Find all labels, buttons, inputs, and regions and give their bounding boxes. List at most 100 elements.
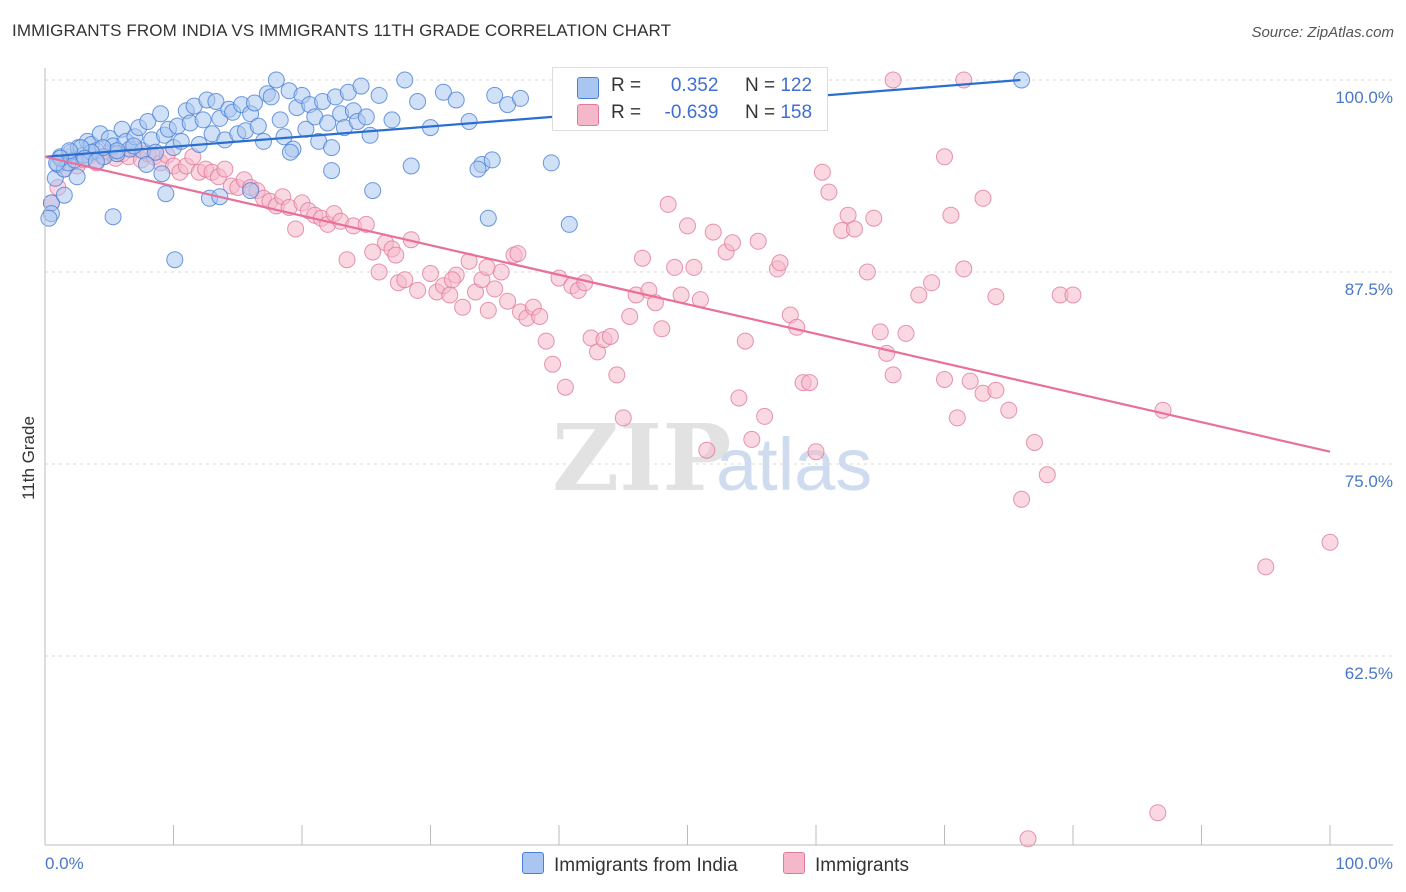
- immigrants-point: [1038, 466, 1056, 484]
- bottom-legend-label-immigrants: Immigrants: [815, 855, 909, 876]
- immigrants-point: [871, 323, 889, 341]
- immigrants-point: [698, 441, 716, 459]
- immigrants-point: [531, 308, 549, 325]
- india-point: [246, 94, 263, 112]
- immigrants-point: [807, 443, 825, 461]
- immigrants-point: [884, 366, 902, 384]
- x-tick-label: 100.0%: [1335, 854, 1393, 873]
- immigrants-point: [422, 265, 439, 282]
- immigrants-point: [884, 71, 902, 89]
- immigrants-point: [601, 328, 619, 345]
- bottom-legend-label-india: Immigrants from India: [554, 855, 738, 876]
- india-point: [271, 111, 289, 129]
- immigrants-point: [443, 271, 461, 289]
- immigrants-point: [1321, 533, 1339, 551]
- india-point: [409, 93, 427, 110]
- india-point: [364, 182, 382, 200]
- india-point: [319, 114, 337, 132]
- immigrants-point: [679, 217, 696, 235]
- immigrants-point: [1149, 804, 1167, 822]
- india-point: [68, 168, 86, 186]
- immigrants-point: [910, 286, 928, 304]
- india-point: [207, 93, 225, 110]
- immigrants-point: [813, 163, 831, 181]
- bottom-legend-immigrants: Immigrants: [783, 852, 909, 877]
- india-point: [194, 111, 212, 129]
- y-axis-title: 11th Grade: [19, 416, 38, 500]
- immigrants-point: [556, 378, 574, 396]
- immigrants-point: [955, 260, 973, 278]
- india-point: [486, 86, 504, 104]
- india-point: [483, 151, 501, 169]
- immigrants-point: [1000, 401, 1018, 419]
- immigrants-point: [478, 258, 496, 276]
- immigrants-point: [387, 246, 405, 264]
- immigrants-point: [858, 263, 876, 281]
- immigrants-point: [441, 286, 459, 304]
- immigrants-point: [634, 249, 651, 267]
- axes: 100.0% 87.5% 75.0% 62.5% 0.0% 100.0%: [44, 68, 1393, 873]
- legend-n-value-blue: 122: [780, 75, 813, 96]
- india-point: [323, 139, 341, 157]
- immigrants-point: [537, 332, 555, 350]
- legend-r-label: R =: [611, 75, 642, 96]
- legend-swatch-blue: [577, 77, 599, 99]
- bottom-legend-india: Immigrants from India: [522, 852, 738, 877]
- immigrants-point: [948, 409, 966, 427]
- immigrants-point: [1013, 490, 1031, 508]
- india-point: [267, 71, 285, 89]
- india-point: [434, 83, 452, 101]
- india-trend-line: [44, 78, 1021, 158]
- immigrants-point: [724, 234, 741, 252]
- india-point: [370, 86, 388, 104]
- bottom-legend-swatch-blue: [522, 852, 544, 874]
- immigrants-point: [659, 195, 677, 213]
- immigrants-point: [544, 355, 562, 373]
- y-tick-label: 75.0%: [1345, 472, 1393, 491]
- india-point: [512, 89, 529, 107]
- immigrants-point: [704, 223, 722, 241]
- immigrants-point: [621, 308, 639, 325]
- grid-lines: [45, 79, 1393, 657]
- immigrants-point: [749, 232, 767, 250]
- legend-n-label: N =: [744, 102, 776, 123]
- immigrants-point: [936, 371, 953, 388]
- immigrants-point: [608, 366, 626, 384]
- india-point: [281, 143, 299, 161]
- immigrants-point: [1019, 830, 1037, 848]
- india-point: [166, 251, 184, 269]
- india-point: [152, 105, 170, 123]
- india-point: [542, 154, 560, 172]
- india-point: [255, 132, 272, 150]
- immigrants-point: [942, 206, 960, 224]
- legend-r-label: R =: [611, 102, 642, 123]
- immigrants-point: [736, 332, 754, 350]
- immigrants-point: [454, 298, 472, 316]
- x-tick-label: 0.0%: [45, 854, 84, 873]
- india-point: [249, 117, 267, 135]
- trend-lines: [44, 78, 1331, 453]
- immigrants-point: [653, 320, 671, 338]
- india-point: [402, 157, 420, 175]
- immigrants-point: [338, 251, 356, 269]
- immigrants-point: [479, 301, 497, 319]
- india-point: [262, 88, 280, 106]
- immigrants-point: [357, 215, 375, 233]
- immigrants-point: [865, 209, 883, 227]
- legend-r-value-pink: -0.639: [664, 102, 719, 123]
- watermark-zip: ZIP: [552, 404, 731, 512]
- india-point: [460, 113, 478, 130]
- y-tick-label: 100.0%: [1335, 88, 1393, 107]
- chart-title: IMMIGRANTS FROM INDIA VS IMMIGRANTS 11TH…: [12, 21, 672, 40]
- legend-n-value-pink: 158: [780, 102, 813, 123]
- india-point: [479, 209, 497, 227]
- immigrants-point: [897, 324, 915, 342]
- india-point: [40, 209, 58, 227]
- immigrants-point: [216, 160, 234, 178]
- immigrants-point: [820, 183, 838, 201]
- immigrants-point: [974, 189, 992, 207]
- immigrants-point: [846, 220, 863, 238]
- immigrants-point: [987, 288, 1005, 306]
- immigrants-point: [614, 409, 632, 427]
- legend-n-label: N =: [744, 75, 776, 96]
